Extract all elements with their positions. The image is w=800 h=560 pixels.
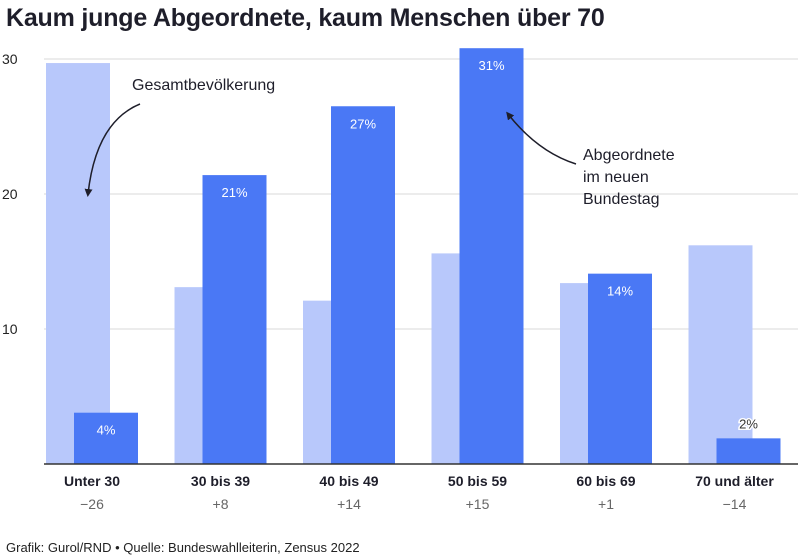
y-tick-label: 10 [2,321,18,337]
parliament-value-label: 14% [607,284,633,299]
data-labels: 4% 21% 27% 31% 14% 2% [97,58,760,438]
x-category-label: 50 bis 59 [448,473,507,489]
parliament-value-label: 4% [97,423,116,438]
parliament-bar [331,106,395,464]
y-tick-label: 20 [2,186,18,202]
parliament-value-label: 27% [350,116,376,131]
x-delta-label: +15 [466,496,490,512]
population-arrow [84,103,141,197]
x-category-label: 70 und älter [695,473,774,489]
x-delta-label: +14 [337,496,361,512]
annotations: Gesamtbevölkerung Abgeordnete im neuen Bund… [84,77,675,208]
x-delta-label: +1 [598,496,614,512]
population-bar [688,245,753,464]
y-tick-label: 30 [2,51,18,67]
x-category-label: 30 bis 39 [191,473,250,489]
x-delta-label: −14 [723,496,747,512]
parliament-bar [716,438,781,464]
bar-chart: 4% 21% 27% 31% 14% 2% 10 20 30 Unter 30 −26 30 bis… [2,48,798,512]
parliament-value-label: 2% [739,416,758,431]
parliament-bar [74,412,138,464]
parliament-bar [459,48,524,464]
x-delta-label: −26 [80,496,104,512]
grid-lines [44,58,798,330]
parliament-annotation-line: im neuen [583,169,649,186]
x-delta-label: +8 [213,496,229,512]
parliament-arrow [506,111,577,165]
parliament-value-label: 21% [221,185,247,200]
source-footer: Grafik: Gurol/RND • Quelle: Bundeswahlle… [6,540,360,555]
x-category-label: 40 bis 49 [319,473,378,489]
parliament-annotation-line: Bundestag [583,191,660,208]
parliament-annotation-line: Abgeordnete [583,147,675,164]
parliament-value-label: 31% [478,58,504,73]
chart-title: Kaum junge Abgeordnete, kaum Menschen üb… [6,4,605,32]
population-bar [46,63,110,465]
population-annotation: Gesamtbevölkerung [132,77,275,94]
bars [46,48,781,465]
parliament-bar [588,273,652,464]
x-category-label: Unter 30 [64,473,120,489]
parliament-bar [202,175,267,464]
x-category-label: 60 bis 69 [576,473,635,489]
